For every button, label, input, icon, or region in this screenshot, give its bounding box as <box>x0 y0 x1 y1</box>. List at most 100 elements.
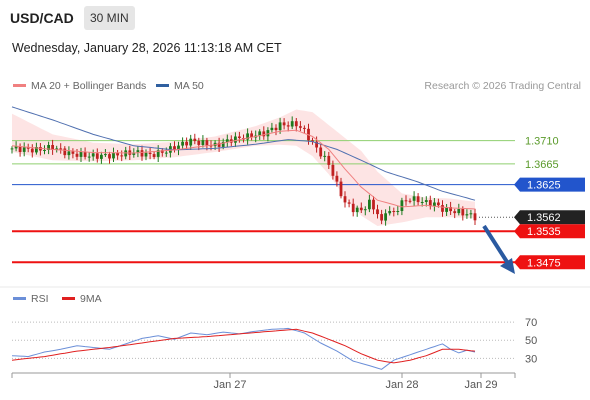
candle-body <box>347 202 351 204</box>
candle-body <box>286 125 290 127</box>
candle-body <box>51 145 54 150</box>
candle-body <box>30 148 34 153</box>
price-label: 1.3562 <box>527 212 561 224</box>
chart-header: USD/CAD 30 MIN <box>0 6 590 32</box>
candle-body <box>87 156 91 158</box>
candle-body <box>420 202 424 203</box>
candle-body <box>164 152 168 154</box>
candle-body <box>95 153 99 159</box>
legend-ma20-bb: MA 20 + Bollinger Bands <box>13 80 146 92</box>
candle-body <box>197 140 201 145</box>
ma50-line <box>11 106 476 201</box>
candle-body <box>83 151 87 157</box>
candle-body <box>132 152 136 155</box>
candle-body <box>404 200 408 202</box>
candle-body <box>59 148 63 150</box>
candle-body <box>266 130 270 137</box>
price-label: 1.3710 <box>525 136 559 148</box>
candle-body <box>246 133 249 140</box>
candle-body <box>359 207 363 211</box>
candle-body <box>428 200 432 207</box>
candle-body <box>221 142 225 147</box>
candle-body <box>453 211 457 214</box>
legend-label-rsi: RSI <box>31 293 49 305</box>
candle-body <box>339 181 343 197</box>
candle-body <box>355 207 359 213</box>
candle-body <box>14 146 18 149</box>
candle-body <box>461 209 465 216</box>
x-tick-label: Jan 29 <box>464 379 497 391</box>
candle-body <box>193 138 197 141</box>
ma50-swatch <box>156 83 169 87</box>
candle-body <box>437 202 440 206</box>
candle-body <box>465 214 469 216</box>
candle-body <box>35 147 38 153</box>
candle-body <box>63 148 67 156</box>
candle-body <box>43 150 46 151</box>
candle-body <box>384 213 387 221</box>
ma20-swatch <box>13 83 26 87</box>
candle-body <box>205 140 209 146</box>
candle-body <box>181 141 184 146</box>
rsi-tick-label: 30 <box>525 353 537 365</box>
candle-body <box>372 199 375 210</box>
candle-body <box>270 127 274 131</box>
candle-body <box>144 152 148 157</box>
candle-body <box>473 213 477 221</box>
candle-body <box>79 151 83 157</box>
credit-text: Research © 2026 Trading Central <box>424 80 581 92</box>
candle-body <box>315 141 318 148</box>
rsi-swatch <box>13 296 26 300</box>
candle-body <box>400 200 404 211</box>
legend-label-9ma: 9MA <box>80 293 102 305</box>
candle-body <box>116 152 119 156</box>
legend-rsi: RSI <box>13 293 49 305</box>
candle-body <box>441 205 444 212</box>
candle-body <box>449 207 452 212</box>
candle-body <box>282 122 286 126</box>
candle-body <box>262 131 266 137</box>
candle-body <box>303 127 306 129</box>
candle-body <box>136 150 140 153</box>
candle-body <box>234 136 237 143</box>
timeframe-badge[interactable]: 30 MIN <box>84 6 135 30</box>
price-label-box <box>514 177 585 192</box>
candle-body <box>311 140 314 142</box>
price-label-box <box>514 224 585 239</box>
candle-body <box>152 154 156 157</box>
candle-body <box>148 152 152 154</box>
candle-body <box>47 145 50 150</box>
candle-body <box>238 136 241 138</box>
candle-body <box>10 148 14 150</box>
candle-body <box>201 140 205 145</box>
price-label: 1.3535 <box>527 226 561 238</box>
projection-arrow <box>482 224 511 267</box>
candle-body <box>380 214 383 221</box>
candle-body <box>274 127 278 131</box>
candle-body <box>160 150 164 153</box>
instrument-title: USD/CAD <box>10 10 74 26</box>
candle-body <box>469 213 473 215</box>
candle-body <box>290 121 294 127</box>
candle-body <box>91 153 95 157</box>
candle-body <box>108 154 111 159</box>
price-label: 1.3625 <box>527 180 561 192</box>
candle-body <box>327 155 331 165</box>
candle-body <box>457 209 461 214</box>
rsi-tick-label: 70 <box>525 317 537 329</box>
x-tick-label: Jan 28 <box>385 379 418 391</box>
timestamp: Wednesday, January 28, 2026 11:13:18 AM … <box>12 41 282 55</box>
candle-body <box>104 154 107 156</box>
candle-body <box>323 155 327 157</box>
candle-body <box>173 146 176 150</box>
bollinger-band-area <box>12 109 475 226</box>
candle-body <box>388 211 392 214</box>
price-label-box <box>514 210 585 225</box>
candle-body <box>185 141 188 146</box>
candle-body <box>67 151 71 156</box>
candle-body <box>278 122 282 131</box>
candle-body <box>177 145 180 150</box>
candle-body <box>140 150 144 157</box>
candle-body <box>319 147 323 157</box>
